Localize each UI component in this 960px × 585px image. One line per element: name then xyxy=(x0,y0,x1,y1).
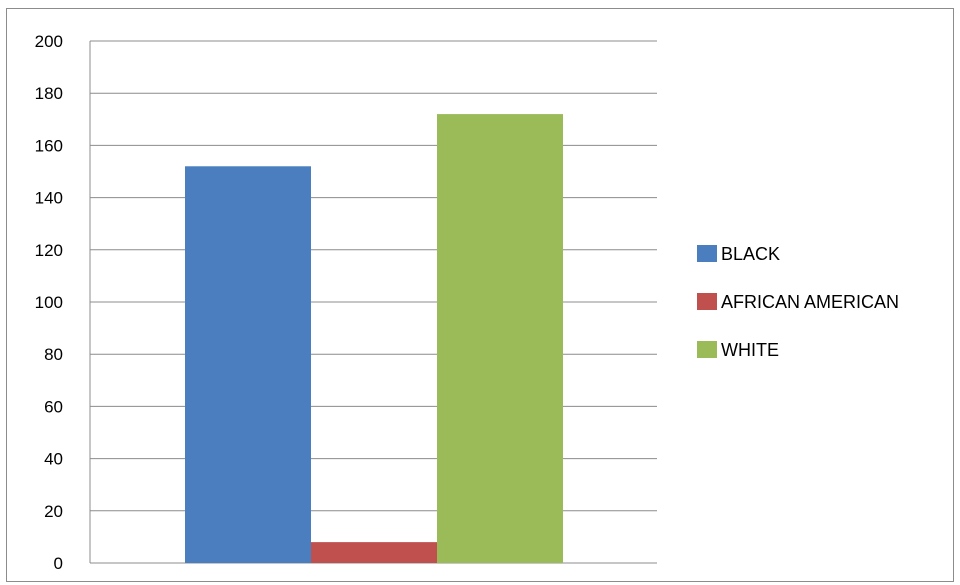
y-tick-label: 0 xyxy=(54,554,63,573)
y-tick-label: 40 xyxy=(44,450,63,469)
y-axis-tick-labels: 0 20 40 60 80 100 120 140 160 180 200 xyxy=(35,32,63,573)
bars xyxy=(185,114,563,563)
bar-white xyxy=(437,114,563,563)
bar-black xyxy=(185,166,311,563)
bar-african-american xyxy=(311,542,437,563)
legend-item: WHITE xyxy=(697,340,779,360)
y-tick-label: 60 xyxy=(44,397,63,416)
legend-item: BLACK xyxy=(697,244,780,264)
legend-label: WHITE xyxy=(721,340,779,360)
legend-label: AFRICAN AMERICAN xyxy=(721,292,899,312)
legend-swatch xyxy=(697,245,717,262)
legend-swatch xyxy=(697,293,717,310)
legend-swatch xyxy=(697,341,717,358)
legend-label: BLACK xyxy=(721,244,780,264)
y-tick-label: 160 xyxy=(35,136,63,155)
y-tick-label: 80 xyxy=(44,345,63,364)
y-tick-label: 140 xyxy=(35,189,63,208)
y-tick-label: 180 xyxy=(35,84,63,103)
y-tick-label: 100 xyxy=(35,293,63,312)
y-tick-label: 120 xyxy=(35,241,63,260)
y-tick-label: 200 xyxy=(35,32,63,51)
y-tick-label: 20 xyxy=(44,502,63,521)
legend: BLACK AFRICAN AMERICAN WHITE xyxy=(697,244,899,360)
gridlines xyxy=(89,40,657,564)
legend-item: AFRICAN AMERICAN xyxy=(697,292,899,312)
